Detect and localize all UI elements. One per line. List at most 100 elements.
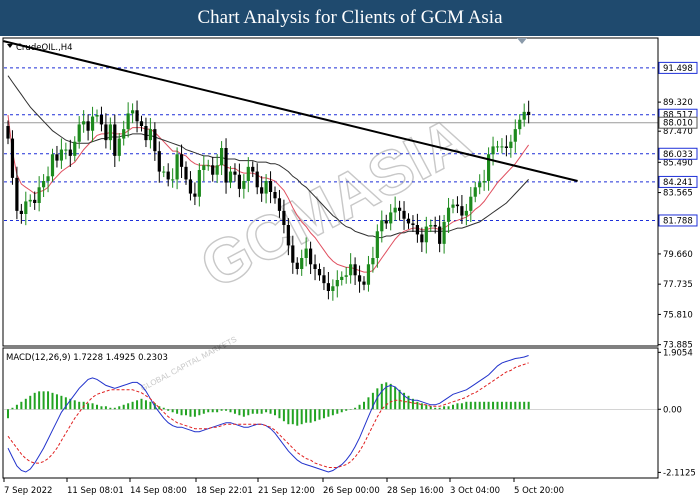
macd-histogram-bar xyxy=(73,400,76,410)
candle-body xyxy=(317,269,322,276)
candle-body xyxy=(202,165,206,170)
candle-body xyxy=(402,210,406,219)
macd-histogram-bar xyxy=(389,383,392,410)
candle-body xyxy=(220,148,224,166)
price-plot[interactable] xyxy=(3,40,658,301)
candle-body xyxy=(166,171,170,180)
candle xyxy=(237,163,241,198)
candle xyxy=(175,147,179,190)
macd-plot[interactable] xyxy=(4,355,658,473)
candle xyxy=(429,219,433,233)
candle-body xyxy=(131,110,135,114)
macd-histogram-bar xyxy=(465,401,468,410)
macd-histogram-bar xyxy=(220,409,223,411)
candle xyxy=(460,194,464,224)
candle xyxy=(349,253,353,284)
macd-histogram-bar xyxy=(171,409,174,413)
candle xyxy=(455,196,460,214)
macd-histogram-bar xyxy=(69,398,72,410)
candle xyxy=(260,176,264,202)
candle-body xyxy=(291,245,295,263)
price-tick: 85.490 xyxy=(658,158,693,168)
candle-body xyxy=(171,179,175,181)
candle xyxy=(482,169,486,191)
price-tick-label: 89.320 xyxy=(663,98,693,108)
macd-histogram-bar xyxy=(474,401,477,410)
level-tag: 86.033 xyxy=(658,147,698,160)
macd-histogram-bar xyxy=(7,409,9,419)
candle xyxy=(487,147,491,191)
candle xyxy=(286,218,290,256)
candle xyxy=(15,166,19,220)
candle-body xyxy=(478,182,482,188)
candle xyxy=(433,216,437,234)
macd-histogram-bar xyxy=(305,409,308,423)
candle-body xyxy=(157,151,161,172)
candle xyxy=(55,145,59,168)
macd-histogram-bar xyxy=(523,401,526,410)
candle-body xyxy=(197,170,201,197)
time-tick-label: 26 Sep 00:00 xyxy=(323,486,380,496)
level-tag-label: 86.033 xyxy=(663,150,693,160)
macd-histogram-bar xyxy=(185,409,187,416)
candle-body xyxy=(491,146,495,155)
candle xyxy=(277,189,282,218)
candle xyxy=(117,133,121,162)
candle xyxy=(50,148,55,182)
candle-body xyxy=(353,264,357,276)
chart-shift-marker-icon[interactable] xyxy=(517,38,527,44)
macd-histogram-bar xyxy=(282,409,285,422)
candle-body xyxy=(37,187,41,203)
macd-histogram-bar xyxy=(514,401,517,410)
candle-body xyxy=(139,121,144,126)
candle-body xyxy=(6,126,10,139)
macd-histogram-bar xyxy=(158,406,161,410)
candle xyxy=(300,249,304,276)
candle-body xyxy=(309,248,313,265)
time-tick-label: 21 Sep 12:00 xyxy=(258,486,315,496)
candle-body xyxy=(55,154,59,161)
candle xyxy=(188,171,193,201)
price-tick-label: 79.660 xyxy=(663,250,693,260)
macd-histogram-bar xyxy=(438,407,441,410)
candle-body xyxy=(371,258,375,265)
candle-body xyxy=(393,207,397,213)
macd-histogram-bar xyxy=(60,395,63,410)
price-tick: 75.810 xyxy=(658,310,693,320)
macd-axis: 1.9054 0.00 -2.1125 xyxy=(658,348,696,478)
candle-body xyxy=(224,148,228,183)
candle xyxy=(233,163,237,182)
candle-body xyxy=(215,165,219,175)
symbol-label: CrudeOIL.,H4 xyxy=(16,43,73,53)
candle xyxy=(366,255,371,292)
macd-histogram-bar xyxy=(162,407,165,410)
macd-histogram-bar xyxy=(318,409,321,420)
macd-histogram-bar xyxy=(411,398,414,410)
macd-tick-label: 1.9054 xyxy=(663,348,693,358)
candle-body xyxy=(46,176,50,181)
macd-histogram-bar xyxy=(29,395,32,410)
macd-histogram-bar xyxy=(20,401,23,410)
candle-body xyxy=(135,110,139,122)
level-tag: 84.241 xyxy=(658,175,698,188)
macd-histogram-bar xyxy=(331,409,334,416)
candle xyxy=(442,214,446,254)
macd-histogram-bar xyxy=(82,401,85,410)
macd-histogram-bar xyxy=(47,391,50,410)
price-tick-label: 77.735 xyxy=(663,280,693,290)
candle-body xyxy=(438,226,442,244)
time-tick-label: 28 Sep 16:00 xyxy=(387,486,444,496)
candle-body xyxy=(82,121,86,125)
candle-body xyxy=(286,225,290,246)
current-price-box xyxy=(658,116,698,129)
macd-tick: 1.9054 xyxy=(658,348,693,358)
candle xyxy=(291,235,295,274)
dropdown-triangle-icon[interactable] xyxy=(7,44,13,48)
candle-body xyxy=(344,275,348,277)
level-tag: 91.498 xyxy=(658,61,698,74)
candle xyxy=(246,157,250,193)
macd-histogram-bar xyxy=(296,409,299,426)
candle-body xyxy=(264,181,268,194)
candle-body xyxy=(335,280,339,287)
